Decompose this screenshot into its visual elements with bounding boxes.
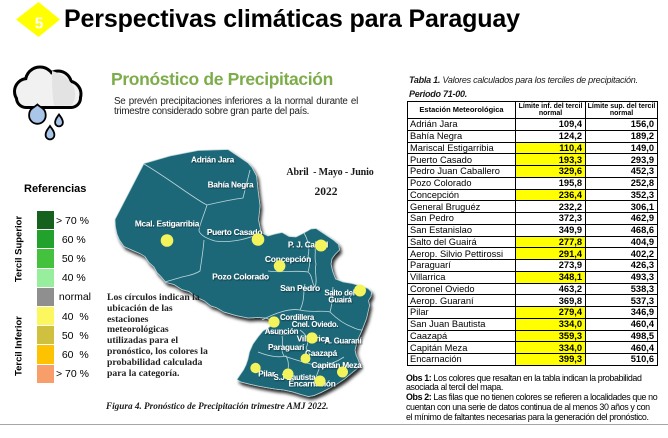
svg-text:Asunción: Asunción — [265, 327, 299, 336]
svg-text:Encarnación: Encarnación — [288, 379, 335, 389]
svg-text:Caazapá: Caazapá — [305, 348, 338, 358]
svg-text:Pozo Colorado: Pozo Colorado — [212, 272, 269, 282]
svg-text:Pilar: Pilar — [258, 369, 276, 379]
svg-text:Concepción: Concepción — [265, 254, 311, 264]
svg-text:P. J. Caball: P. J. Caball — [288, 240, 328, 250]
svg-text:Puerto Casado: Puerto Casado — [207, 227, 262, 237]
svg-text:Cordillera: Cordillera — [280, 313, 315, 322]
svg-text:Salto del: Salto del — [324, 289, 354, 298]
svg-text:San Pedro: San Pedro — [280, 283, 320, 293]
svg-text:Adrián Jara: Adrián Jara — [191, 155, 235, 165]
svg-text:Bahía Negra: Bahía Negra — [208, 180, 254, 190]
svg-text:Mcal. Estigarribia: Mcal. Estigarribia — [135, 219, 200, 229]
svg-text:Guairá: Guairá — [328, 296, 352, 305]
svg-text:Cnel. Oviedo.: Cnel. Oviedo. — [292, 320, 339, 329]
svg-text:5: 5 — [35, 16, 44, 33]
svg-text:Paraguarí: Paraguarí — [268, 342, 305, 352]
svg-text:A. Guaraní: A. Guaraní — [325, 337, 363, 346]
svg-text:Capitán Meza: Capitán Meza — [311, 360, 362, 370]
svg-text:S.J Bautista: S.J Bautista — [274, 373, 317, 382]
